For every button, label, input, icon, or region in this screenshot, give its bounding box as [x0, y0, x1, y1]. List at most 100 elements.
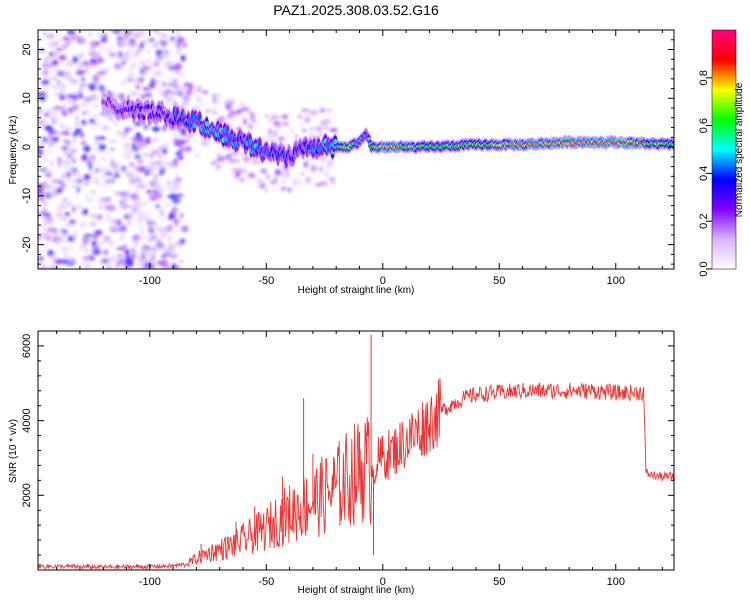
noise-blob	[67, 201, 72, 207]
noise-blob	[106, 167, 110, 172]
noise-blob	[85, 109, 91, 115]
noise-blob	[65, 74, 73, 81]
noise-blob	[102, 249, 109, 255]
noise-blob	[58, 94, 66, 101]
noise-blob	[91, 206, 96, 210]
noise-blob	[137, 212, 141, 216]
noise-blob	[174, 220, 179, 227]
noise-blob	[173, 139, 180, 144]
snr-y-tick-label: 6000	[21, 334, 33, 358]
noise-blob	[105, 217, 109, 220]
noise-blob	[79, 62, 85, 66]
noise-blob	[294, 134, 299, 138]
noise-blob	[171, 196, 181, 204]
noise-blob	[59, 226, 63, 232]
noise-blob	[135, 83, 141, 91]
snr-x-tick-label: 0	[380, 576, 386, 588]
noise-blob	[56, 243, 60, 246]
noise-blob	[38, 256, 44, 261]
noise-blob	[72, 231, 78, 239]
noise-blob	[98, 57, 105, 64]
noise-blob	[70, 185, 77, 189]
noise-blob	[89, 220, 97, 228]
noise-blob	[133, 154, 142, 160]
noise-blob	[168, 188, 175, 193]
noise-blob	[122, 249, 131, 253]
noise-blob	[106, 204, 116, 212]
noise-blob	[274, 169, 282, 176]
noise-blob	[236, 108, 244, 113]
noise-blob	[58, 104, 67, 110]
noise-blob	[100, 166, 105, 174]
noise-blob	[123, 142, 131, 149]
noise-blob	[72, 57, 78, 64]
noise-blob	[162, 81, 166, 88]
noise-blob	[269, 180, 278, 184]
noise-blob	[129, 162, 136, 168]
noise-blob	[45, 148, 53, 155]
noise-blob	[118, 40, 126, 48]
noise-blob	[283, 136, 288, 140]
noise-blob	[296, 178, 303, 185]
noise-blob	[160, 152, 164, 161]
noise-blob	[242, 107, 250, 111]
noise-blob	[72, 171, 82, 177]
noise-blob	[159, 236, 164, 244]
noise-blob	[70, 219, 74, 225]
noise-blob	[116, 219, 122, 226]
noise-blob	[57, 179, 65, 184]
noise-blob	[52, 76, 57, 80]
noise-blob	[124, 259, 134, 266]
noise-blob	[42, 69, 49, 76]
noise-blob	[112, 253, 117, 260]
noise-blob	[141, 251, 147, 258]
noise-blob	[42, 158, 48, 162]
noise-blob	[84, 208, 88, 216]
noise-blob	[239, 178, 245, 182]
noise-blob	[322, 125, 330, 131]
noise-blob	[174, 60, 180, 66]
spectrogram-ridge	[101, 89, 674, 171]
noise-blob	[138, 196, 143, 200]
noise-blob	[43, 31, 47, 36]
noise-blob	[127, 220, 132, 226]
noise-blob	[116, 36, 124, 42]
noise-blob	[126, 67, 135, 70]
noise-blob	[114, 123, 119, 128]
noise-blob	[81, 208, 85, 216]
noise-blob	[186, 137, 192, 140]
noise-blob	[40, 118, 46, 126]
noise-blob	[146, 59, 153, 63]
noise-blob	[161, 41, 167, 48]
noise-blob	[166, 178, 170, 182]
noise-blob	[144, 137, 150, 143]
noise-blob	[210, 93, 219, 97]
noise-blob	[40, 244, 49, 248]
noise-blob	[120, 79, 128, 87]
colorbar-frame	[711, 29, 737, 270]
noise-blob	[307, 178, 313, 182]
noise-blob	[116, 93, 124, 99]
noise-blob	[113, 65, 123, 70]
noise-blob	[136, 183, 145, 189]
noise-blob	[183, 85, 189, 88]
noise-blob	[104, 171, 113, 176]
noise-blob	[119, 54, 129, 62]
noise-blob	[134, 177, 143, 183]
noise-blob	[74, 115, 79, 122]
noise-blob	[53, 51, 58, 57]
noise-blob	[231, 167, 238, 173]
noise-blob	[273, 121, 280, 126]
noise-blob	[159, 166, 165, 174]
noise-blob	[40, 198, 45, 202]
noise-blob	[66, 141, 72, 147]
noise-blob	[59, 83, 66, 89]
noise-blob	[144, 209, 153, 216]
snr-y-axis-label: SNR (10 * v/v)	[8, 419, 19, 483]
snr-x-axis-label: Height of straight line (km)	[298, 585, 415, 596]
noise-blob	[97, 84, 106, 92]
noise-blob	[83, 248, 92, 254]
noise-blob	[174, 265, 180, 269]
noise-blob	[187, 145, 192, 151]
